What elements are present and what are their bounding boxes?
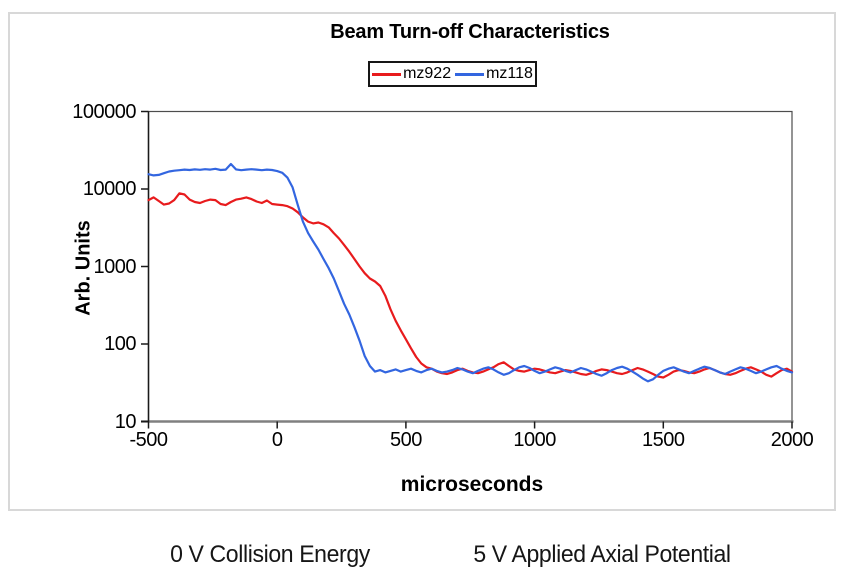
x-tick-label: 2000: [770, 429, 814, 451]
plot-border: [147, 110, 793, 423]
y-tick-label: 100000: [72, 100, 136, 123]
chart-title: Beam Turn-off Characteristics: [330, 21, 610, 43]
y-tick-label: 1000: [93, 255, 137, 278]
y-tick-label: 10: [114, 410, 137, 433]
annotation-collision-energy: 0 V Collision Energy: [170, 541, 370, 568]
legend-item-mz118: mz118: [453, 66, 535, 82]
y-tick-label: 10000: [82, 178, 137, 200]
x-tick-label: 1500: [642, 429, 685, 451]
series-line-mz118: [147, 162, 794, 383]
legend-line-sample-mz922: [372, 72, 402, 76]
x-tick-label: -500: [129, 429, 168, 451]
x-tick-label: 0: [271, 429, 283, 451]
legend-label-mz922: mz922: [403, 65, 452, 82]
legend-line-sample-mz118: [455, 72, 485, 76]
legend-label-mz118: mz118: [486, 65, 533, 82]
series-line-mz922: [147, 192, 794, 379]
legend: mz922 mz118: [368, 61, 537, 87]
x-tick-label: 500: [389, 429, 422, 451]
y-axis-title: Arb. Units: [72, 220, 95, 316]
annotation-axial-potential: 5 V Applied Axial Potential: [473, 541, 731, 568]
y-tick-label: 100: [104, 333, 136, 355]
x-tick-label: 1000: [513, 429, 556, 451]
legend-item-mz922: mz922: [370, 66, 453, 82]
x-axis-title: microseconds: [400, 473, 544, 496]
chart-frame: [8, 12, 836, 511]
